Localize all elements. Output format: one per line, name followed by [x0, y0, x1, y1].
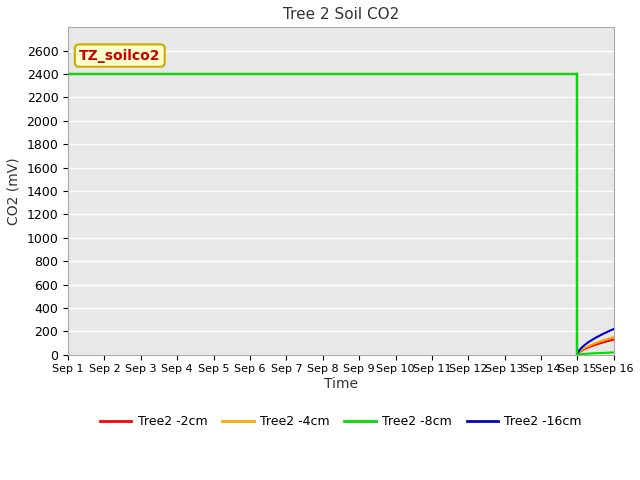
Text: TZ_soilco2: TZ_soilco2	[79, 48, 161, 62]
Y-axis label: CO2 (mV): CO2 (mV)	[7, 157, 21, 225]
Title: Tree 2 Soil CO2: Tree 2 Soil CO2	[283, 7, 399, 22]
Legend: Tree2 -2cm, Tree2 -4cm, Tree2 -8cm, Tree2 -16cm: Tree2 -2cm, Tree2 -4cm, Tree2 -8cm, Tree…	[95, 410, 587, 433]
X-axis label: Time: Time	[324, 377, 358, 391]
